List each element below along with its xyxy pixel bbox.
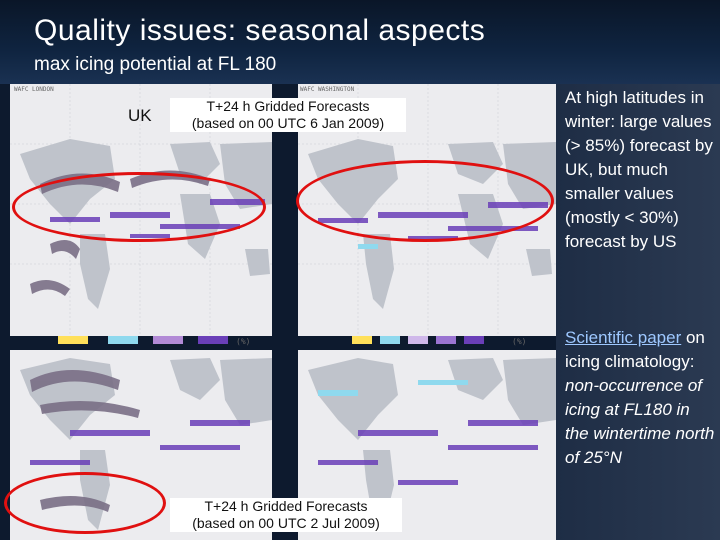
sidebar-background (556, 84, 720, 540)
sidebar-para2-plain: on icing climatology: (565, 328, 705, 371)
legend-unit-left: (%) (236, 337, 251, 346)
sidebar-para2: Scientific paper on icing climatology: n… (565, 326, 715, 470)
highlight-ellipse-uk-winter (12, 172, 266, 242)
top-caption-line1: T+24 h Gridded Forecasts (206, 98, 370, 114)
uk-legend (58, 336, 228, 344)
slide-subtitle: max icing potential at FL 180 (34, 54, 277, 75)
slide-title: Quality issues: seasonal aspects (34, 14, 486, 47)
uk-label: UK (128, 106, 152, 125)
top-caption: T+24 h Gridded Forecasts (based on 00 UT… (170, 98, 406, 132)
bottom-caption-line2: (based on 00 UTC 2 Jul 2009) (192, 515, 380, 531)
title-bar (0, 0, 720, 84)
scientific-paper-link[interactable]: Scientific paper (565, 328, 682, 347)
bottom-caption-line1: T+24 h Gridded Forecasts (204, 498, 368, 514)
sidebar-para1: At high latitudes in winter: large value… (565, 88, 713, 251)
us-map-header: WAFC WASHINGTON (300, 86, 355, 93)
bottom-caption: T+24 h Gridded Forecasts (based on 00 UT… (170, 498, 402, 532)
us-legend (352, 336, 484, 344)
uk-map-header: WAFC LONDON (14, 86, 54, 93)
sidebar-para2-italic: non-occurrence of icing at FL180 in the … (565, 376, 715, 467)
highlight-ellipse-uk-summer (4, 472, 166, 534)
legend-unit-right: (%) (512, 337, 527, 346)
highlight-ellipse-us-winter (296, 160, 554, 242)
top-caption-line2: (based on 00 UTC 6 Jan 2009) (191, 115, 385, 131)
